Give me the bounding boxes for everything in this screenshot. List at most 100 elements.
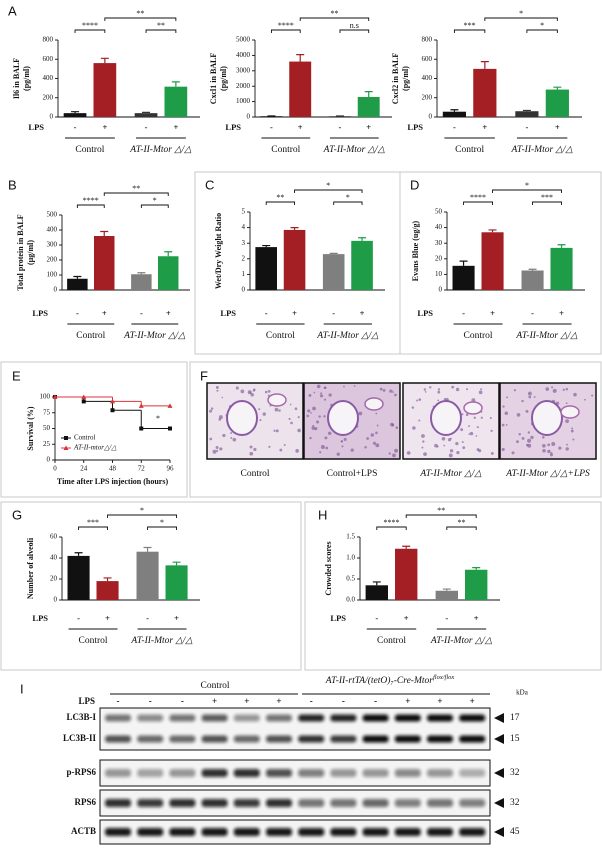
- significance-label: ****: [470, 193, 486, 202]
- bar: [260, 116, 283, 117]
- cell: [502, 405, 505, 408]
- band: [169, 828, 196, 836]
- x-tick-label: +: [102, 308, 107, 318]
- cell: [341, 445, 344, 448]
- error-bar: [358, 237, 367, 241]
- y-tick-label: 1000: [236, 97, 251, 105]
- significance-bracket: [526, 29, 558, 33]
- significance-bracket: [265, 201, 295, 205]
- bar: [435, 590, 458, 600]
- cell: [547, 443, 551, 447]
- y-tick-label: 10: [435, 270, 443, 278]
- cell: [542, 443, 546, 448]
- cell: [451, 385, 455, 389]
- cell: [372, 441, 377, 445]
- cell: [418, 419, 421, 422]
- cell: [324, 436, 328, 440]
- cell: [395, 426, 399, 429]
- error-bar: [103, 577, 112, 582]
- cell: [343, 437, 347, 441]
- group-label: Control: [76, 331, 105, 341]
- y-tick-label: 60: [50, 533, 58, 541]
- cell: [437, 390, 441, 394]
- airway: [430, 400, 462, 436]
- bar: [94, 236, 115, 290]
- cell: [218, 415, 223, 420]
- histology-image: [499, 382, 597, 460]
- cell: [542, 448, 546, 453]
- band: [394, 828, 421, 836]
- cell: [219, 447, 223, 451]
- cell: [218, 418, 222, 421]
- significance-label: **: [437, 506, 445, 515]
- cell: [394, 448, 399, 453]
- group-label: AT-II-Mtor △/△: [510, 145, 572, 155]
- lane-label: -: [117, 696, 120, 706]
- significance-bracket: [339, 29, 370, 33]
- band: [362, 828, 389, 836]
- blot-frame: [99, 759, 491, 787]
- cell: [460, 428, 464, 432]
- error-bar: [73, 275, 82, 279]
- x-tick-label: +: [166, 308, 171, 318]
- error-bar: [522, 109, 531, 112]
- band-arrow: [494, 734, 504, 744]
- cell: [480, 388, 483, 391]
- y-tick-label: 0: [247, 113, 251, 121]
- annotation: *: [156, 414, 160, 423]
- cell: [478, 390, 483, 395]
- vessel: [364, 397, 384, 411]
- band: [201, 714, 228, 722]
- cell: [572, 438, 575, 441]
- histology-image: [303, 382, 401, 460]
- y-tick-label: 400: [422, 74, 433, 82]
- band: [394, 799, 421, 807]
- error-bar: [329, 252, 338, 255]
- y-axis-label: Evans Blue (ug/g): [411, 220, 420, 281]
- error-bar: [100, 230, 109, 236]
- cell: [392, 391, 394, 393]
- significance-label: *: [346, 193, 350, 202]
- x-axis-label: LPS: [220, 308, 236, 318]
- cell: [288, 417, 291, 421]
- cell: [418, 398, 422, 401]
- cell: [328, 393, 332, 397]
- cell: [240, 389, 245, 394]
- significance-bracket: [453, 29, 486, 33]
- lps-label: LPS: [78, 696, 95, 706]
- bar: [96, 581, 119, 600]
- error-bar: [262, 244, 271, 248]
- error-bar: [450, 109, 459, 112]
- bar: [134, 113, 158, 117]
- y-axis-label: Total protein in BALF: [16, 214, 25, 290]
- cell: [273, 429, 276, 432]
- x-tick-label: 72: [138, 465, 146, 473]
- error-bar: [290, 227, 299, 230]
- group-label: Control: [377, 636, 406, 646]
- airway: [531, 400, 563, 436]
- bar: [165, 565, 188, 600]
- band: [394, 769, 421, 777]
- cell: [310, 411, 312, 414]
- x-axis-label: LPS: [407, 122, 423, 132]
- significance-bracket: [405, 514, 477, 518]
- group-label: Control: [464, 331, 493, 341]
- cell: [421, 434, 425, 438]
- marker: [139, 426, 144, 431]
- cell: [309, 436, 312, 440]
- cell: [259, 419, 262, 422]
- y-tick-label: 0: [50, 113, 54, 121]
- marker: [81, 394, 87, 399]
- cell: [358, 411, 363, 416]
- cell: [530, 435, 534, 440]
- significance-bracket: [484, 17, 558, 21]
- band: [201, 769, 228, 777]
- panel-letter: D: [410, 177, 419, 192]
- y-tick-label: 600: [422, 55, 433, 63]
- x-tick-label: 24: [80, 465, 88, 473]
- x-axis-label: LPS: [330, 613, 346, 623]
- bar: [67, 278, 88, 290]
- cell: [250, 393, 254, 397]
- cell: [312, 424, 315, 427]
- error-bar: [143, 546, 152, 552]
